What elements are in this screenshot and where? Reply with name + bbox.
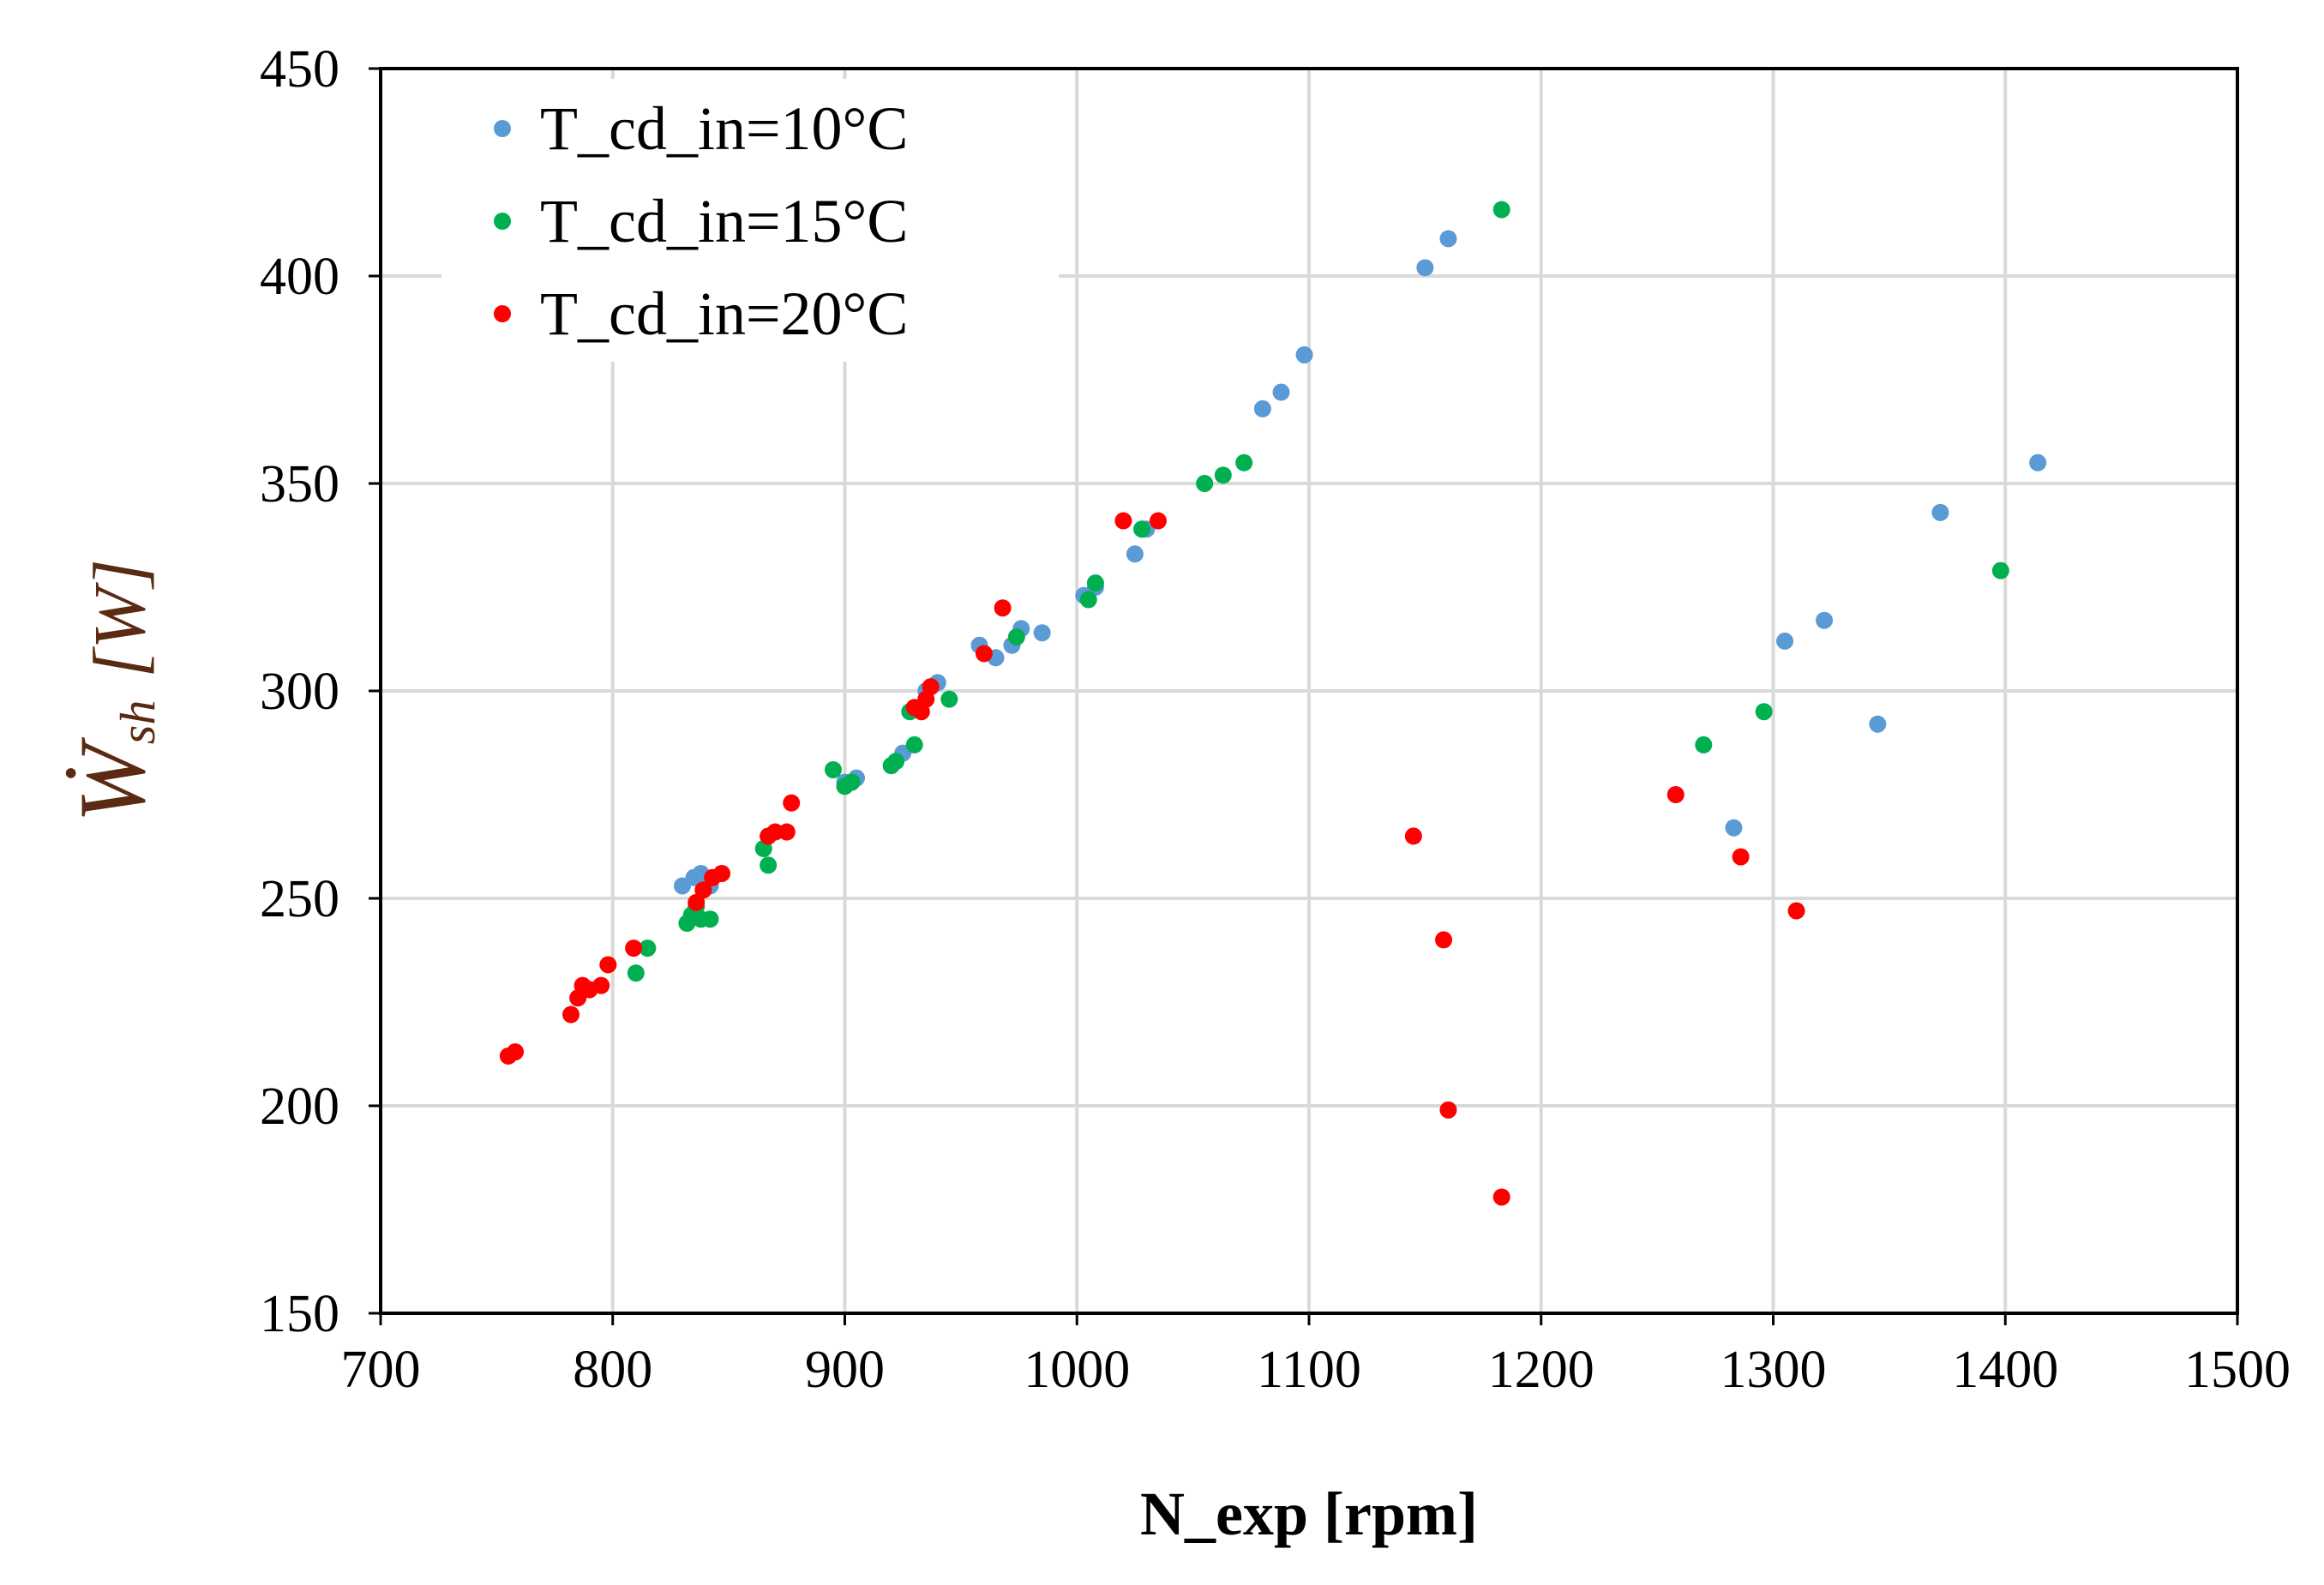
data-point-series-1 (1776, 632, 1794, 650)
data-point-series-3 (1435, 931, 1453, 949)
y-tick-label: 400 (260, 248, 339, 306)
data-point-series-2 (1086, 574, 1104, 592)
x-tick-label: 1100 (1257, 1341, 1361, 1399)
data-point-series-2 (905, 735, 923, 753)
data-point-series-2 (1235, 453, 1253, 471)
data-point-series-3 (562, 1006, 580, 1024)
data-point-series-1 (1126, 545, 1144, 563)
data-point-series-3 (1666, 786, 1684, 803)
legend-label: T_cd_in=15°C (540, 187, 908, 255)
data-point-series-3 (778, 823, 796, 841)
y-axis-subscript: sh (110, 700, 165, 745)
y-tick-label: 300 (260, 663, 339, 721)
data-point-series-2 (701, 910, 719, 928)
legend-label: T_cd_in=10°C (540, 94, 908, 163)
data-point-series-2 (1007, 628, 1025, 646)
data-point-series-1 (1253, 399, 1271, 417)
data-point-series-1 (1869, 715, 1887, 733)
data-point-series-3 (783, 794, 801, 812)
data-point-series-3 (1732, 848, 1750, 866)
x-tick-label: 1300 (1720, 1341, 1827, 1399)
data-point-series-2 (1755, 703, 1773, 721)
data-point-series-2 (887, 753, 905, 771)
data-point-series-3 (1492, 1188, 1510, 1206)
legend-box (441, 79, 1059, 362)
data-point-series-1 (1725, 819, 1743, 837)
y-axis-unit: [W] (78, 559, 160, 678)
y-tick-label: 150 (260, 1285, 339, 1343)
data-point-series-1 (2029, 453, 2047, 471)
data-point-series-2 (639, 940, 657, 958)
data-point-series-3 (994, 599, 1012, 617)
x-axis-title: N_exp [rpm] (1140, 1480, 1478, 1548)
legend-label: T_cd_in=20°C (540, 279, 908, 348)
y-tick-label: 450 (260, 40, 339, 99)
data-point-series-1 (1931, 503, 1949, 521)
data-point-series-3 (599, 956, 617, 974)
data-point-series-3 (1404, 827, 1422, 845)
legend: T_cd_in=10°C T_cd_in=15°C T_cd_in=20°C (441, 79, 1059, 362)
data-point-series-2 (1214, 466, 1232, 484)
legend-marker (494, 305, 511, 322)
y-tick-label: 250 (260, 870, 339, 928)
data-point-series-1 (1416, 259, 1434, 277)
data-point-series-3 (625, 940, 643, 958)
y-axis-title-text: Ẇsh [W] (60, 559, 165, 823)
x-tick-label: 800 (573, 1341, 652, 1399)
data-point-series-3 (1150, 512, 1168, 530)
data-point-series-2 (760, 856, 778, 874)
data-point-series-3 (592, 976, 610, 994)
data-point-series-3 (922, 678, 940, 696)
data-point-series-2 (1492, 201, 1510, 219)
x-tick-label: 700 (341, 1341, 421, 1399)
data-point-series-3 (713, 864, 731, 882)
data-point-series-3 (1439, 1101, 1457, 1119)
data-point-series-2 (843, 773, 861, 791)
y-axis-title: Ẇsh [W] (60, 559, 165, 823)
data-points (499, 201, 2047, 1206)
data-point-series-3 (1787, 902, 1805, 920)
legend-marker (494, 213, 511, 230)
y-tick-label: 200 (260, 1078, 339, 1136)
data-point-series-2 (1695, 735, 1713, 753)
data-point-series-1 (1272, 383, 1290, 401)
data-point-series-2 (627, 964, 645, 982)
legend-marker (494, 120, 511, 137)
x-tick-label: 900 (805, 1341, 885, 1399)
data-point-series-3 (688, 893, 706, 911)
data-point-series-2 (1079, 591, 1097, 609)
data-point-series-2 (1133, 520, 1151, 538)
data-point-series-3 (507, 1043, 525, 1061)
data-point-series-1 (1033, 624, 1051, 642)
data-point-series-3 (1114, 512, 1132, 530)
x-tick-label: 1000 (1024, 1341, 1130, 1399)
y-tick-label: 350 (260, 455, 339, 513)
x-tick-label: 1500 (2184, 1341, 2291, 1399)
y-axis-symbol: Ẇ (60, 737, 165, 823)
x-tick-label: 1400 (1952, 1341, 2058, 1399)
axis-ticks: 700 800 900 1000 1100 1200 1300 1400 1500 150 200 2… (260, 40, 2291, 1399)
data-point-series-2 (1991, 561, 2009, 579)
data-point-series-1 (1295, 345, 1313, 363)
data-point-series-3 (694, 881, 712, 899)
data-point-series-1 (1439, 230, 1457, 248)
x-tick-label: 1200 (1488, 1341, 1594, 1399)
data-point-series-1 (1816, 611, 1834, 629)
data-point-series-3 (975, 645, 993, 663)
data-point-series-2 (824, 760, 842, 778)
data-point-series-2 (940, 690, 958, 708)
data-point-series-2 (1196, 475, 1214, 492)
